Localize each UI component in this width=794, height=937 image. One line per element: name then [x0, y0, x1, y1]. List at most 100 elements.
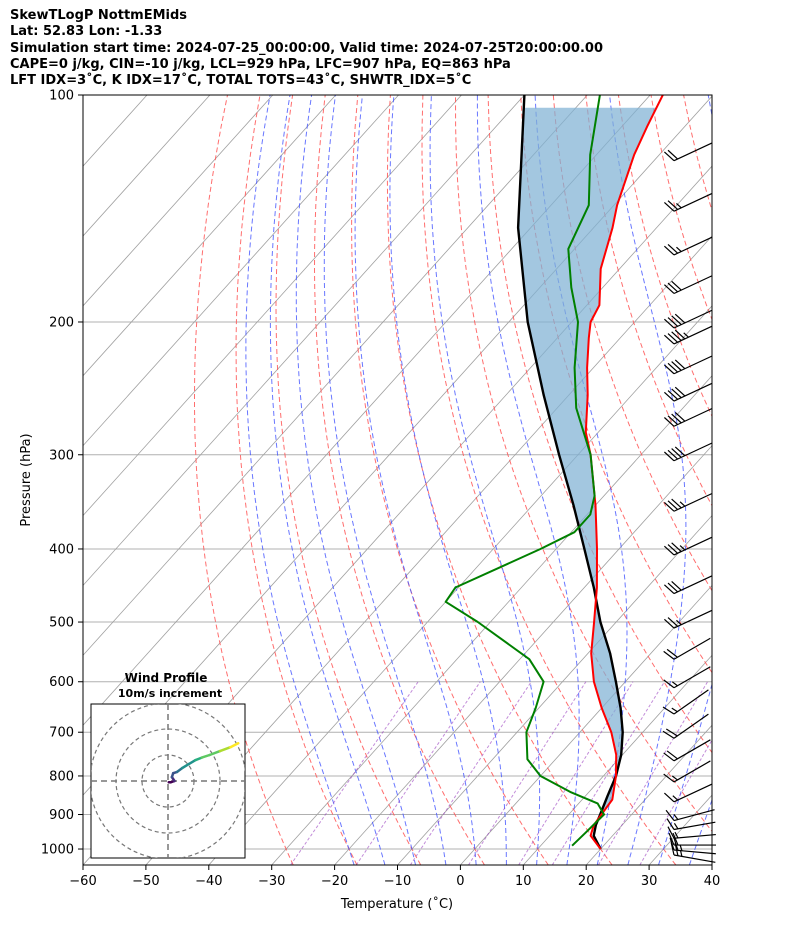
- wind-barb-flag: [666, 648, 678, 658]
- isotherm-line: [83, 95, 462, 517]
- wind-barb-flag: [663, 618, 675, 629]
- dry-adiabat-line: [749, 95, 794, 865]
- wind-barb-staff: [673, 355, 713, 375]
- wind-barb-staff: [673, 236, 713, 256]
- wind-barb-half-flag: [671, 681, 678, 687]
- moist-adiabat-line: [269, 95, 386, 865]
- wind-barb-staff: [673, 275, 713, 295]
- wind-barb-staff: [673, 739, 711, 762]
- wind-barb-flag: [667, 582, 679, 593]
- moist-adiabat-line: [354, 95, 477, 865]
- wind-barb-flag: [667, 244, 679, 254]
- x-tick-label: 40: [704, 874, 721, 889]
- wind-barb: [663, 407, 713, 427]
- wind-barb-half-flag: [673, 813, 679, 820]
- y-tick-label: 200: [49, 315, 74, 330]
- hodograph-trace: [218, 745, 232, 753]
- wind-barb-staff: [673, 689, 709, 715]
- wind-barb-flag: [667, 449, 679, 460]
- title-line-1: SkewTLogP NottmEMids: [10, 8, 188, 23]
- x-tick-label: 0: [456, 874, 464, 889]
- wind-barb-flag: [674, 313, 686, 324]
- wind-barb-flag: [671, 280, 682, 291]
- wind-barb-flag: [667, 362, 679, 373]
- wind-barb-staff: [673, 536, 713, 556]
- wind-barb: [663, 666, 711, 689]
- dry-adiabat-line: [386, 95, 613, 865]
- wind-barb-flag: [663, 364, 675, 375]
- wind-barb-flag: [667, 317, 679, 327]
- title-line-5: LFT IDX=3˚C, K IDX=17˚C, TOTAL TOTS=43˚C…: [10, 73, 472, 89]
- wind-barb: [663, 637, 711, 660]
- x-tick-label: 20: [578, 874, 595, 889]
- isotherm-line: [83, 95, 399, 447]
- wind-barb-flag: [669, 837, 675, 851]
- wind-barb: [663, 760, 711, 783]
- dry-adiabat-line: [585, 95, 712, 507]
- hodograph-trace: [229, 742, 240, 749]
- wind-barb-flag: [667, 200, 679, 210]
- x-tick-label: −50: [132, 874, 159, 889]
- y-tick-label: 900: [49, 808, 74, 823]
- wind-barb-flag: [667, 544, 679, 554]
- hodograph-trace: [200, 753, 211, 759]
- wind-barb-flag: [671, 361, 682, 371]
- dry-adiabat-line: [716, 95, 794, 865]
- mixing-ratio-line: [597, 681, 709, 865]
- wind-barb-staff: [673, 382, 713, 402]
- wind-barb: [663, 382, 713, 402]
- wind-barb-flag: [668, 832, 675, 846]
- isotherm-line: [523, 654, 712, 865]
- isotherm-line: [334, 445, 712, 865]
- moist-adiabat-line: [245, 95, 355, 865]
- wind-barb-flag: [663, 318, 675, 329]
- wind-barb-flag: [663, 792, 675, 803]
- wind-barb-half-flag: [673, 823, 679, 830]
- mixing-ratio-line: [290, 681, 419, 865]
- dry-adiabat-line: [275, 95, 422, 865]
- wind-barb: [663, 492, 713, 512]
- x-tick-label: 30: [641, 874, 658, 889]
- wind-barb-flag: [663, 752, 675, 762]
- wind-barb-staff: [673, 833, 716, 839]
- isotherm-line: [648, 794, 712, 865]
- wind-barb-half-flag: [671, 775, 678, 781]
- wind-barb-half-flag: [679, 501, 686, 507]
- wind-barb-flag: [663, 284, 675, 294]
- wind-barb-half-flag: [679, 545, 686, 551]
- temperature-profile-line: [584, 95, 664, 850]
- wind-barb-half-flag: [671, 707, 678, 713]
- wind-barb-staff: [673, 609, 713, 629]
- hodograph-trace: [208, 749, 222, 757]
- wind-barb-flag: [665, 809, 675, 821]
- y-tick-label: 600: [49, 675, 74, 690]
- dewpoint-profile-line: [444, 95, 605, 847]
- wind-barb-flag: [662, 730, 675, 739]
- wind-barb-flag: [671, 388, 682, 399]
- wind-barb: [663, 325, 713, 345]
- mixing-ratio-line: [355, 681, 481, 865]
- wind-barb: [663, 309, 713, 329]
- isotherm-line: [397, 514, 712, 865]
- wind-barb-flag: [663, 773, 675, 783]
- moist-adiabat-line: [609, 95, 687, 865]
- wind-barb: [663, 536, 713, 556]
- isotherm-line: [208, 305, 712, 865]
- wind-barb-staff: [673, 809, 715, 822]
- wind-barb-flag: [666, 750, 678, 760]
- wind-barb-flag: [663, 679, 675, 689]
- y-tick-label: 1000: [41, 843, 74, 858]
- wind-barb-staff: [673, 821, 716, 831]
- wind-barb-flag: [663, 245, 675, 256]
- wind-barb-flag: [667, 415, 679, 426]
- wind-barb-staff: [673, 575, 713, 595]
- moist-adiabat-line: [688, 798, 712, 865]
- mixing-ratio-line: [468, 681, 587, 865]
- wind-barb: [663, 442, 713, 462]
- wind-barb-flag: [671, 331, 682, 342]
- moist-adiabat-line: [720, 95, 794, 865]
- wind-barb-half-flag: [676, 246, 682, 252]
- wind-barb-half-flag: [672, 795, 679, 801]
- wind-barb-flag: [663, 151, 675, 162]
- wind-barb: [663, 275, 713, 295]
